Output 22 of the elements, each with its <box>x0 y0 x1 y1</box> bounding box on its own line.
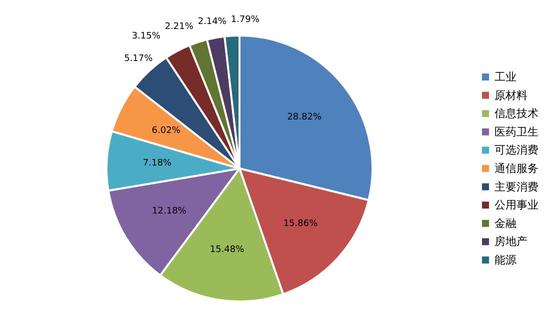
data-label: 15.86% <box>283 218 318 229</box>
legend-label: 房地产 <box>494 235 528 248</box>
data-label: 7.18% <box>142 158 172 169</box>
data-label: 28.82% <box>287 112 322 123</box>
legend-label: 通信服务 <box>494 162 538 175</box>
data-label: 2.14% <box>198 16 227 27</box>
data-label: 12.18% <box>152 206 187 217</box>
legend-label: 公用事业 <box>494 198 538 212</box>
legend-label: 金融 <box>494 216 516 230</box>
legend-label: 能源 <box>494 254 516 266</box>
data-label: 2.21% <box>164 22 194 32</box>
legend-label: 医药卫生 <box>494 125 538 138</box>
legend-label: 主要消费 <box>494 180 538 194</box>
data-label: 5.17% <box>124 54 154 64</box>
data-label: 6.02% <box>152 126 181 136</box>
legend-label: 工业 <box>494 70 516 84</box>
legend-label: 可选消费 <box>494 144 538 157</box>
data-label: 3.15% <box>132 32 161 42</box>
legend-label: 原材料 <box>494 88 528 102</box>
legend-label: 信息技术 <box>494 107 538 120</box>
data-label: 1.79% <box>230 14 260 25</box>
data-label: 15.48% <box>210 245 245 256</box>
